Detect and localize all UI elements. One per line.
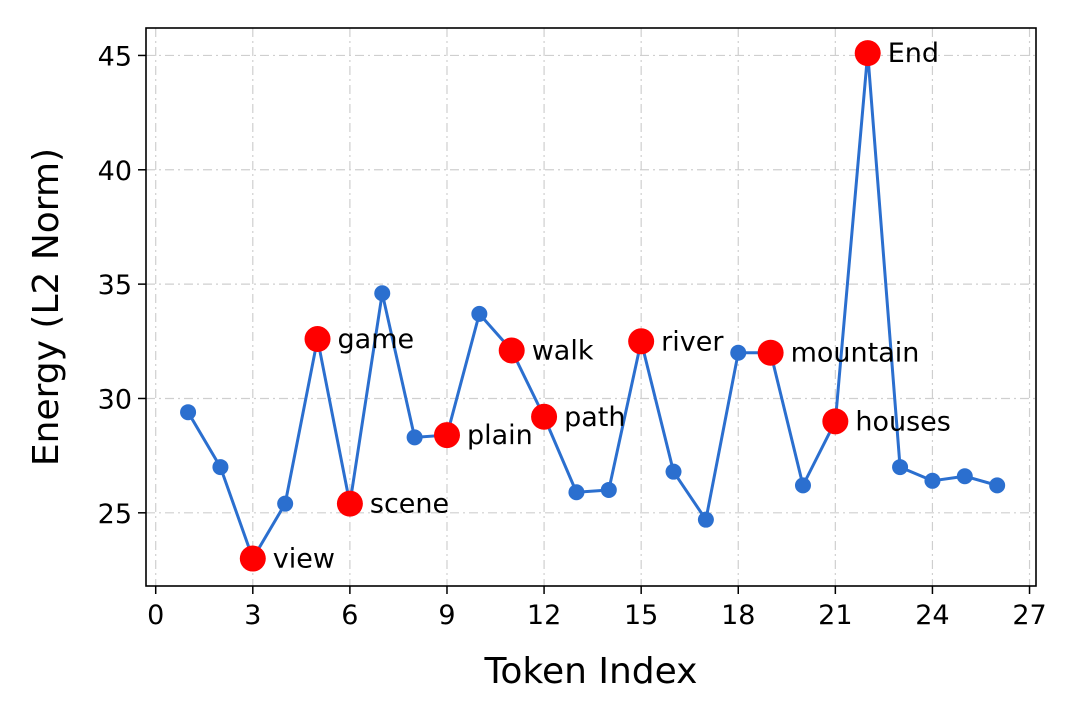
data-point [600,481,617,498]
highlight-point [757,339,784,366]
x-axis: 0 3 6 9 12 15 18 21 24 27 [147,586,1047,631]
annotation-label: plain [467,420,533,451]
annotation-label: path [564,402,625,433]
x-tick-label: 24 [915,600,949,631]
plot-frame [145,27,1037,587]
y-tick-label: 35 [98,270,132,301]
y-axis-title: Energy (L2 Norm) [26,148,67,466]
x-tick-label: 6 [341,600,358,631]
x-tick-label: 15 [624,600,658,631]
data-point [180,404,197,421]
y-tick-label: 30 [98,384,132,415]
x-tick-label: 3 [244,600,261,631]
highlight-point [433,422,460,449]
annotation-label: walk [532,335,594,366]
data-point [924,472,941,489]
series-line [186,51,998,561]
x-axis-title: Token Index [484,651,698,692]
data-point [212,459,229,476]
x-tick-label: 9 [438,600,455,631]
annotation-label: scene [370,489,449,520]
y-tick-label: 40 [98,156,132,187]
grid [146,28,1036,586]
annotation-label: houses [855,406,951,437]
x-tick-label: 21 [818,600,852,631]
data-point [892,459,909,476]
data-point [374,285,391,302]
y-tick-label: 45 [98,41,132,72]
data-point [697,511,714,528]
annotation-label: mountain [791,338,920,369]
x-tick-label: 0 [147,600,164,631]
highlight-point [239,545,266,572]
highlight-point [304,326,331,353]
data-point [794,477,811,494]
data-point [665,463,682,480]
series-line-path [186,51,998,561]
x-tick-label: 12 [527,600,561,631]
data-point [277,495,294,512]
highlight-point [498,337,525,364]
data-points [180,45,1006,567]
highlighted-tokens: view game scene plain walk path river mountain h… [239,38,951,575]
y-tick-label: 25 [98,499,132,530]
x-tick-label: 18 [721,600,755,631]
data-point [730,344,747,361]
annotation-label: river [661,326,724,357]
data-point [989,477,1006,494]
highlight-point [822,408,849,435]
data-point [406,429,423,446]
annotation-label: view [273,544,335,575]
y-axis: 25 30 35 40 45 [98,41,146,530]
data-point [568,484,585,501]
highlight-point [854,40,881,67]
annotation-label: game [338,324,415,355]
highlight-point [531,403,558,430]
x-tick-label: 27 [1012,600,1046,631]
data-point [471,305,488,322]
annotation-label: End [888,38,939,69]
highlight-point [336,490,363,517]
highlight-point [628,328,655,355]
data-point [956,468,973,485]
